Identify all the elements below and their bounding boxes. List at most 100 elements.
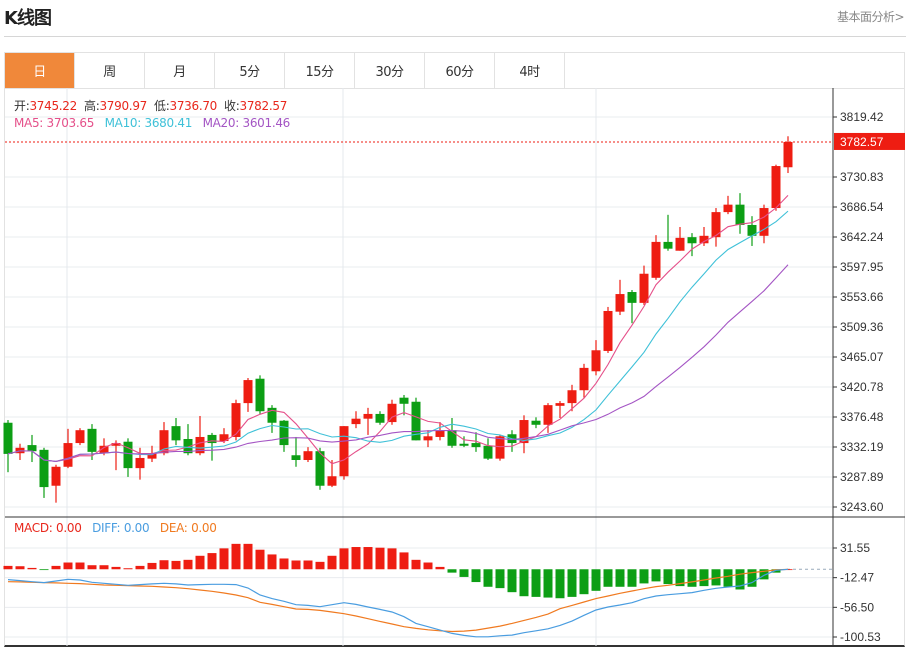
candle-up — [243, 380, 253, 404]
tab-month[interactable]: 月 — [145, 53, 215, 88]
candle-down — [375, 413, 385, 423]
candle-down — [411, 401, 421, 441]
macd-bar — [579, 569, 589, 595]
current-price-badge — [834, 132, 905, 150]
macd-bar — [219, 548, 229, 570]
macd-bar — [747, 569, 757, 587]
macd-bar — [255, 549, 265, 570]
price-tick-label: 3686.54 — [840, 200, 884, 214]
ohlc-legend: 开:3745.22 高:3790.97 低:3736.70 收:3782.57 — [14, 97, 287, 114]
dea-line — [7, 568, 789, 633]
candle-up — [543, 405, 553, 425]
period-tabs: 日 周 月 5分 15分 30分 60分 4时 — [4, 52, 905, 88]
tab-4hour[interactable]: 4时 — [495, 53, 565, 88]
candle-down — [627, 292, 637, 303]
chart-frame — [4, 88, 905, 647]
macd-bar — [627, 569, 637, 587]
macd-bar — [663, 569, 673, 585]
macd-bar — [543, 569, 553, 598]
macd-bar — [735, 569, 745, 590]
candle-up — [363, 413, 373, 419]
tab-30min[interactable]: 30分 — [355, 53, 425, 88]
candle-up — [435, 430, 445, 437]
low-value: 3736.70 — [169, 99, 218, 113]
macd-bar — [123, 568, 133, 570]
candle-up — [615, 294, 625, 312]
ma5-value: MA5: 3703.65 — [14, 116, 95, 130]
candle-up — [603, 310, 613, 351]
price-tick-label: 3243.60 — [840, 500, 884, 514]
price-tick-label: 3642.24 — [840, 230, 884, 244]
macd-bar — [459, 569, 469, 577]
ma20-value: MA20: 3601.46 — [202, 116, 291, 130]
macd-bar — [159, 560, 169, 570]
diff-line — [7, 568, 789, 638]
candle-up — [111, 443, 121, 446]
macd-bar — [615, 569, 625, 587]
macd-bar — [363, 547, 373, 570]
candle-up — [99, 445, 109, 454]
tab-week[interactable]: 周 — [75, 53, 145, 88]
candle-down — [207, 434, 217, 444]
tab-5min[interactable]: 5分 — [215, 53, 285, 88]
macd-bar — [687, 569, 697, 587]
macd-bar — [699, 569, 709, 587]
open-value: 3745.22 — [29, 99, 77, 113]
kline-chart[interactable]: 3819.42 3730.83 3686.54 3642.24 3597.95 3553.… — [0, 88, 908, 648]
candle-down — [27, 445, 37, 452]
macd-bar — [375, 547, 385, 570]
macd-bar — [351, 547, 361, 570]
price-tick-label: 3819.42 — [840, 110, 884, 124]
candle-up — [387, 403, 397, 423]
macd-bar — [675, 569, 685, 587]
candle-down — [399, 397, 409, 404]
candle-up — [147, 453, 157, 459]
macd-bar — [531, 569, 541, 597]
macd-bar — [423, 562, 433, 570]
macd-bar — [207, 553, 217, 570]
macd-bar — [711, 569, 721, 586]
candle-up — [219, 434, 229, 442]
macd-bar — [495, 569, 505, 589]
macd-bar — [555, 569, 565, 599]
macd-bar — [447, 569, 457, 573]
close-value: 3782.57 — [239, 99, 288, 113]
macd-tick-label: -56.50 — [840, 600, 874, 614]
macd-bar — [15, 566, 25, 570]
macd-bar — [327, 555, 337, 570]
candle-down — [747, 224, 757, 236]
candle-up — [555, 403, 565, 406]
price-tick-label: 3287.89 — [840, 470, 884, 484]
macd-bar — [87, 565, 97, 570]
candle-up — [723, 204, 733, 213]
candle-up — [423, 436, 433, 441]
candle-down — [471, 443, 481, 448]
macd-bar — [639, 569, 649, 584]
candle-down — [183, 438, 193, 454]
candle-up — [495, 436, 505, 459]
tab-15min[interactable]: 15分 — [285, 53, 355, 88]
tab-day[interactable]: 日 — [5, 53, 75, 88]
macd-bar — [135, 565, 145, 570]
macd-bar — [339, 548, 349, 570]
macd-bar — [171, 560, 181, 570]
fundamental-analysis-link[interactable]: 基本面分析> — [836, 10, 905, 24]
candle-down — [315, 451, 325, 486]
candle-down — [483, 445, 493, 459]
macd-bar — [399, 552, 409, 570]
candle-down — [531, 420, 541, 425]
candle-up — [639, 273, 649, 303]
diff-value: DIFF: 0.00 — [92, 521, 150, 535]
tab-60min[interactable]: 60分 — [425, 53, 495, 88]
price-tick-label: 3597.95 — [840, 260, 884, 274]
macd-bar — [471, 569, 481, 583]
divider — [4, 36, 906, 37]
macd-bar — [195, 555, 205, 570]
candle-down — [663, 241, 673, 249]
macd-bar — [567, 569, 577, 597]
macd-bar — [435, 566, 445, 570]
macd-bar — [507, 569, 517, 593]
candle-up — [75, 430, 85, 444]
price-tick-label: 3553.66 — [840, 290, 884, 304]
ma10-value: MA10: 3680.41 — [104, 116, 193, 130]
